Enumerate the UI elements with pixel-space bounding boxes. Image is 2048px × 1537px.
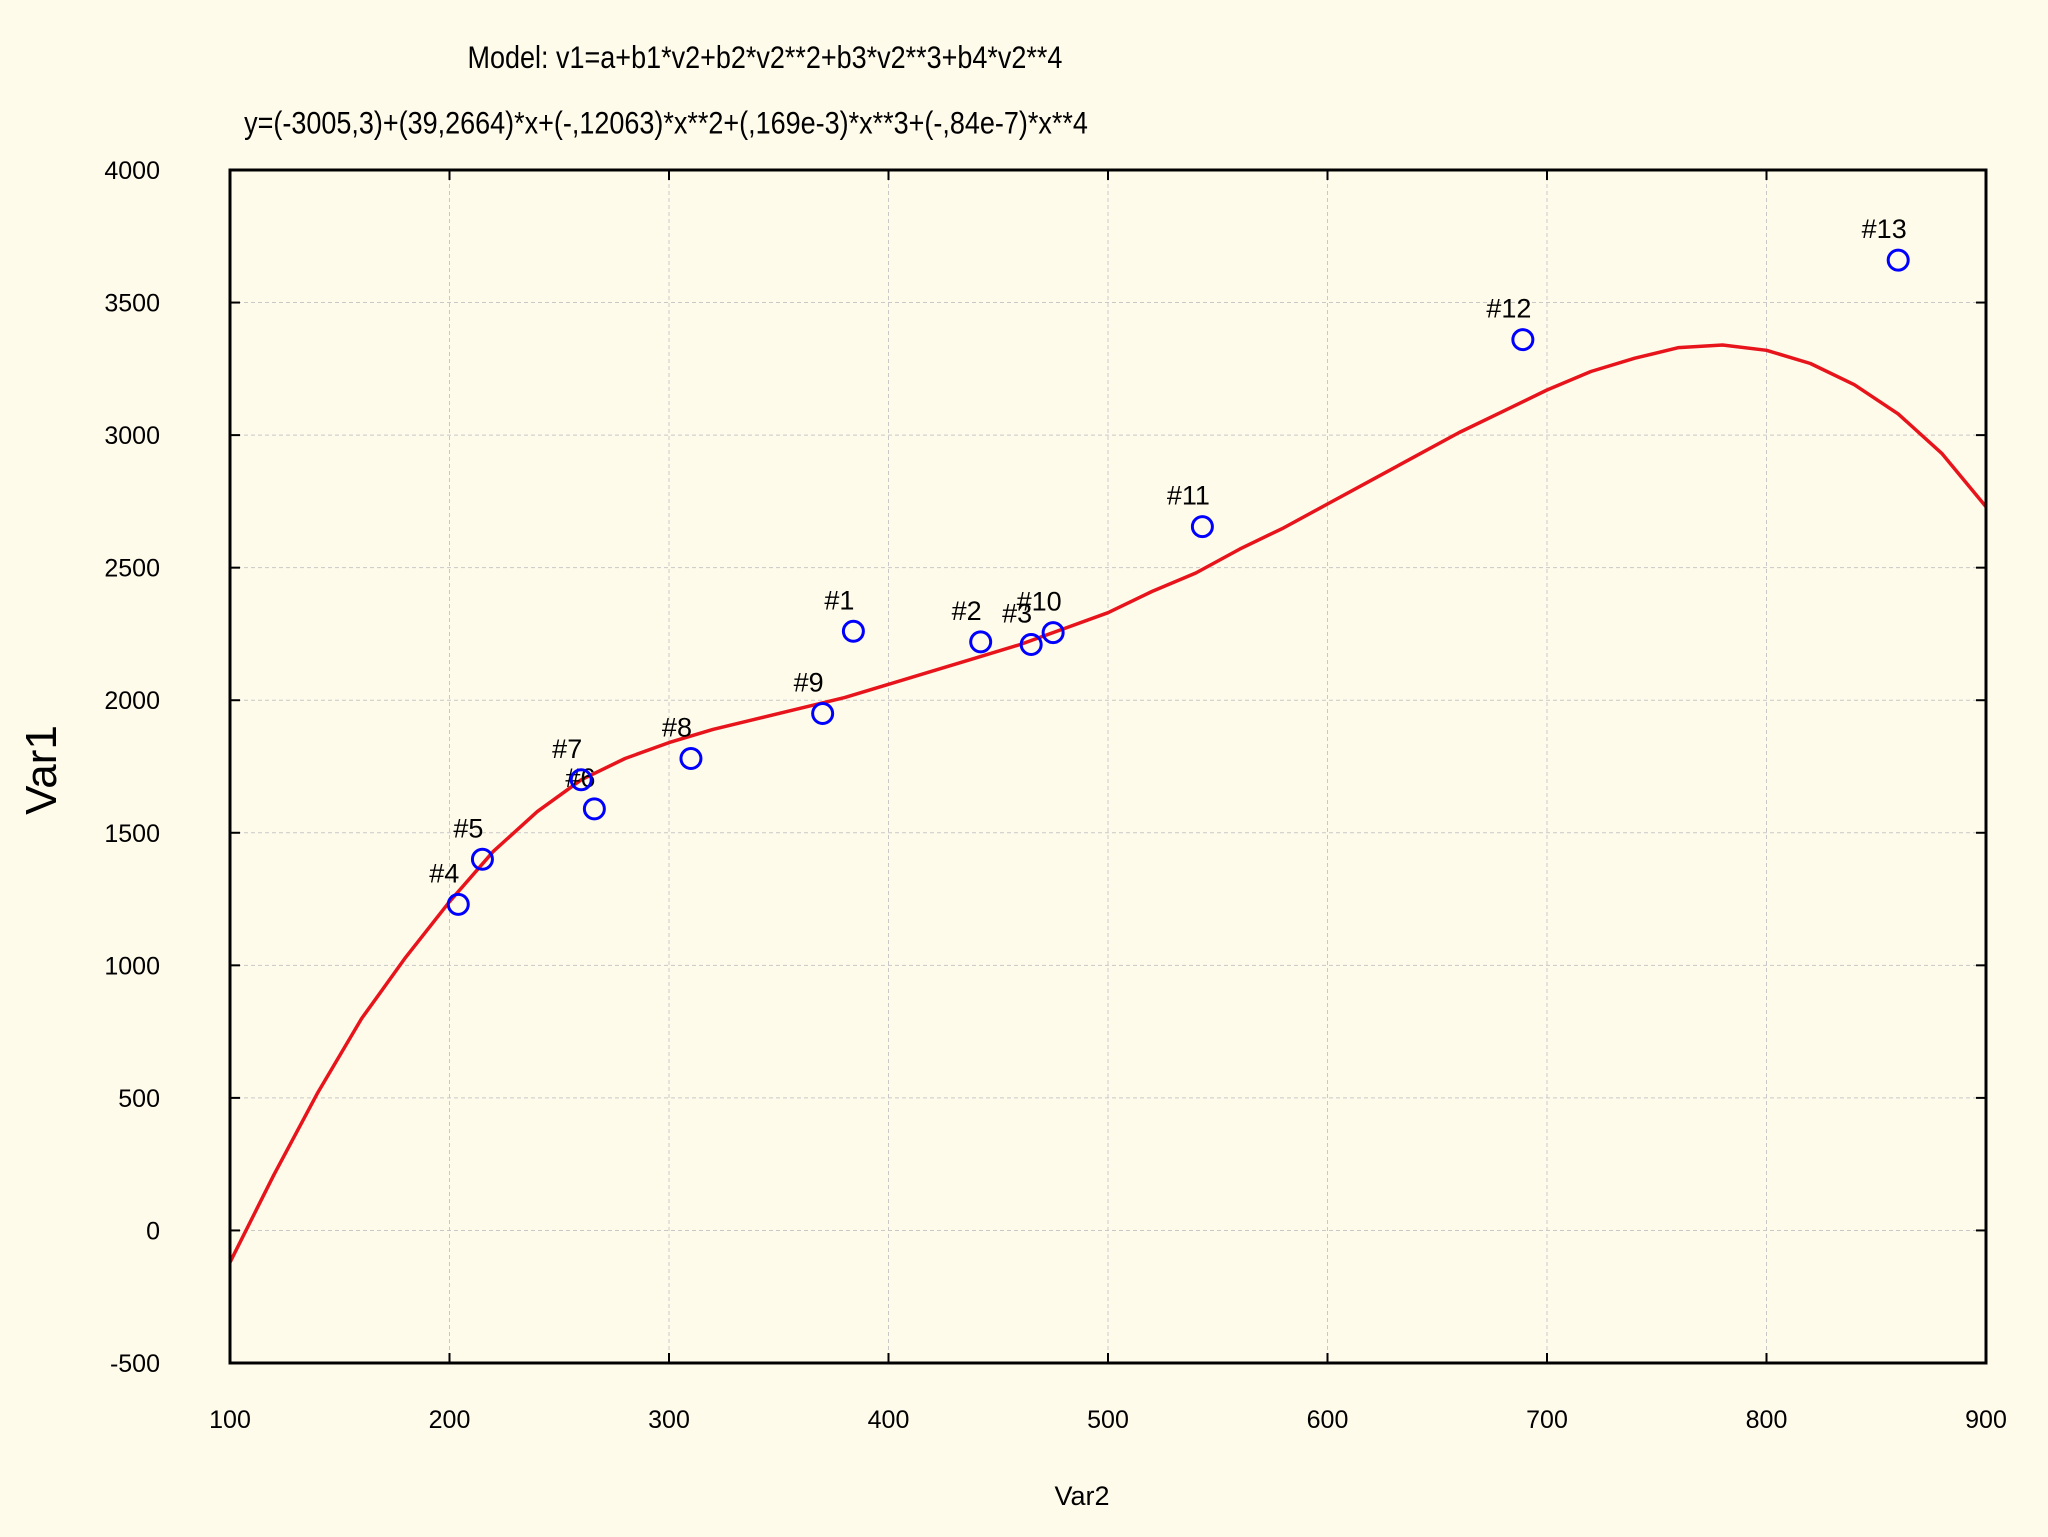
x-tick-label: 700 — [1526, 1406, 1568, 1434]
y-axis-label: Var1 — [17, 725, 66, 815]
y-tick-label: 2500 — [104, 555, 160, 583]
x-tick-label: 800 — [1746, 1406, 1788, 1434]
y-tick-label: 2000 — [104, 687, 160, 715]
data-point-label: #7 — [552, 734, 582, 764]
x-tick-label: 900 — [1965, 1406, 2007, 1434]
data-point-label: #13 — [1862, 214, 1907, 244]
y-tick-label: 500 — [118, 1085, 160, 1113]
y-tick-label: 3500 — [104, 290, 160, 318]
data-point — [969, 630, 993, 654]
x-tick-label: 100 — [209, 1406, 251, 1434]
data-point-label: #3 — [1002, 599, 1032, 629]
data-point-label: #2 — [952, 596, 982, 626]
x-tick-label: 600 — [1307, 1406, 1349, 1434]
y-tick-label: 0 — [146, 1217, 160, 1245]
data-point — [1019, 633, 1043, 657]
data-point — [1886, 248, 1910, 272]
data-point — [569, 768, 593, 792]
data-point — [582, 797, 606, 821]
data-point — [811, 701, 835, 725]
fit-curve — [230, 343, 1986, 1264]
data-point — [1190, 515, 1214, 539]
chart-title: Model: v1=a+b1*v2+b2*v2**2+b3*v2**3+b4*v… — [468, 41, 1063, 75]
x-tick-label: 200 — [429, 1406, 471, 1434]
axis-ticks: 100 200 300 400 500 600 700 800 900 -500 0 500 1000 1… — [104, 157, 2006, 1434]
y-tick-label: 1000 — [104, 952, 160, 980]
data-point-label: #11 — [1167, 481, 1210, 511]
chart-subtitle: y=(-3005,3)+(39,2664)*x+(-,12063)*x**2+(… — [244, 107, 1088, 141]
data-point — [470, 847, 494, 871]
data-point-label: #10 — [1017, 587, 1062, 617]
data-point — [1511, 328, 1535, 352]
y-tick-label: 3000 — [104, 422, 160, 450]
data-point-label: #5 — [453, 813, 483, 843]
data-point-label: #4 — [429, 858, 459, 888]
x-axis-label: Var2 — [1054, 1481, 1109, 1511]
grid-lines — [230, 170, 1986, 1363]
plot-frame — [228, 168, 1988, 1365]
fit-curve-layer — [230, 343, 1986, 1264]
x-tick-label: 400 — [868, 1406, 910, 1434]
data-point — [679, 747, 703, 771]
data-point-label: #12 — [1486, 294, 1531, 324]
y-tick-label: 1500 — [104, 820, 160, 848]
data-points-layer: #1 #2 #3#4#5#6#7#8#9#10#11#12#13 — [429, 214, 1910, 916]
data-point — [841, 619, 865, 643]
y-tick-label: 4000 — [104, 157, 160, 185]
x-tick-label: 300 — [648, 1406, 690, 1434]
y-tick-label: -500 — [110, 1350, 160, 1378]
data-point-label: #8 — [662, 713, 692, 743]
data-point-label: #1 — [824, 585, 854, 615]
x-tick-label: 500 — [1087, 1406, 1129, 1434]
data-point-label: #9 — [794, 667, 824, 697]
data-point — [1041, 621, 1065, 645]
data-point — [446, 892, 470, 916]
